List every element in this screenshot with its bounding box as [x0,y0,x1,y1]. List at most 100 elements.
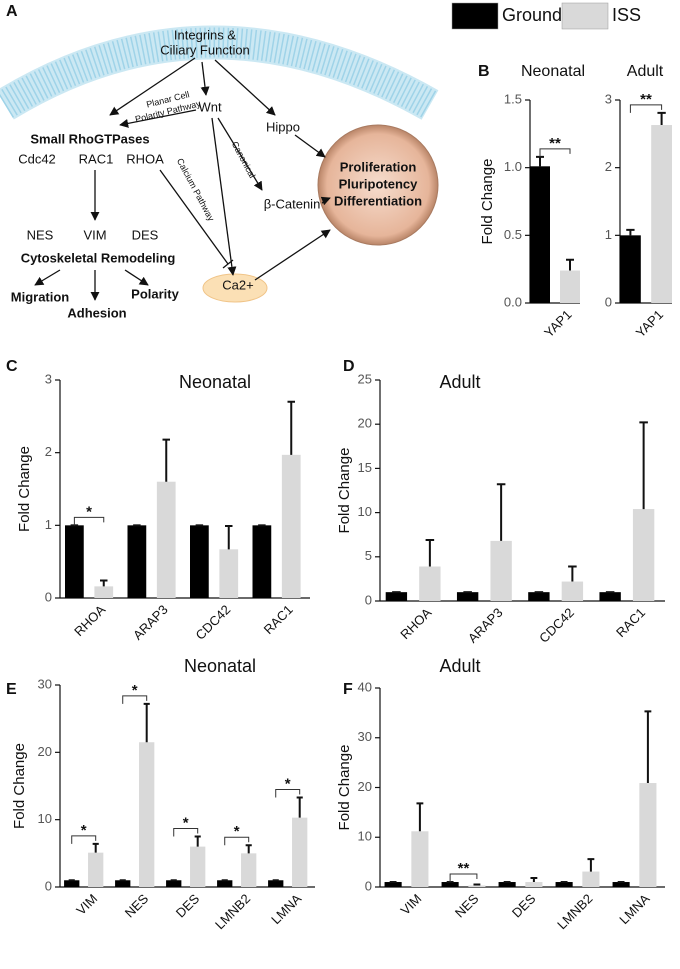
y-tick-label: 10 [358,504,372,519]
error-bar [416,802,424,832]
x-tick-label: ARAP3 [130,602,171,643]
x-tick-label: RHOA [397,605,434,642]
arrows [34,57,331,301]
y-tick-label: 10 [38,811,52,826]
y-tick-label: 0 [365,592,372,607]
panel-label: A [6,3,18,20]
x-tick-label: NES [452,891,482,921]
diagram-label: Pluripotency [339,176,419,191]
y-tick-label: 2 [45,444,52,459]
diagram-label: VIM [83,227,106,242]
significance-label: * [132,682,138,699]
y-tick-label: 0 [45,878,52,893]
bar [292,817,308,887]
error-bar [92,842,99,853]
y-tick-label: 5 [365,548,372,563]
bar [555,882,573,887]
diagram-label: NES [27,227,54,242]
significance-label: * [234,823,240,840]
bar [219,549,239,598]
significance-label: ** [640,91,652,108]
y-axis-label: Fold Change [336,448,353,534]
bar [560,270,580,303]
significance-bracket [73,516,105,526]
diagram-label: β-Catenin [264,196,321,211]
bar [252,525,272,598]
bar [217,880,233,887]
error-bar [162,438,170,482]
error-bar [143,702,150,743]
y-tick-label: 2 [605,159,612,174]
bar [632,509,655,601]
bar [620,235,641,303]
chart-title: Neonatal [179,372,251,392]
x-tick-label: DES [173,891,203,921]
diagram-label: Wnt [198,99,222,114]
y-tick-label: 20 [358,416,372,431]
x-tick-label: LMNA [268,891,304,927]
bar [384,882,402,887]
bar [268,880,284,887]
chart-title: Neonatal [184,656,256,676]
diagram-label: Adhesion [67,305,126,320]
bar [94,586,114,598]
x-tick-label: LMNB2 [212,891,253,932]
x-tick-label: DES [509,891,539,921]
diagram-label: Cdc42 [18,151,56,166]
x-tick-label: LMNA [616,891,652,927]
panel-label: F [343,681,353,698]
x-tick-label: VIM [397,891,424,918]
bar [441,882,459,887]
bar [281,454,301,598]
legend-swatch [561,2,609,30]
bar [65,525,84,598]
bar [411,831,429,887]
bar [241,853,257,887]
y-tick-label: 3 [45,371,52,386]
chart-title: Adult [439,372,480,392]
bar [190,525,209,598]
bar [385,592,408,601]
diagram-label: Small RhoGTPases [30,131,149,146]
bar [490,540,512,601]
bar [639,783,657,887]
error-bar [644,710,652,784]
y-tick-label: 1 [605,227,612,242]
y-tick-label: 20 [358,779,372,794]
error-bar [225,525,233,550]
bar [525,882,543,887]
error-bar [626,228,635,236]
x-tick-label: ARAP3 [465,605,506,646]
x-tick-label: RAC1 [261,602,296,637]
chart-title: Neonatal [521,63,585,80]
x-tick-label: LMNB2 [554,891,595,932]
error-bar [530,877,538,883]
error-bar [496,483,506,541]
y-tick-label: 10 [358,829,372,844]
membrane [0,25,439,120]
panel-label: C [6,358,18,375]
diagram-label: Hippo [266,119,300,134]
error-bar [536,155,544,167]
bar [139,742,155,887]
significance-bracket [449,873,478,883]
bar [612,882,630,887]
bar [651,125,672,303]
y-tick-label: 3 [605,91,612,106]
y-axis-label: Fold Change [479,159,496,245]
bar [166,880,182,887]
error-bar [568,565,577,582]
significance-label: * [285,775,291,792]
diagram-label: Polarity [131,286,179,301]
y-tick-label: 0.0 [504,294,522,309]
panel-label: B [478,63,490,80]
y-tick-label: 20 [38,744,52,759]
y-tick-label: 0 [605,294,612,309]
y-tick-label: 30 [38,676,52,691]
y-tick-label: 25 [358,371,372,386]
bar [419,566,441,601]
bar [599,592,621,601]
significance-label: * [81,822,87,839]
